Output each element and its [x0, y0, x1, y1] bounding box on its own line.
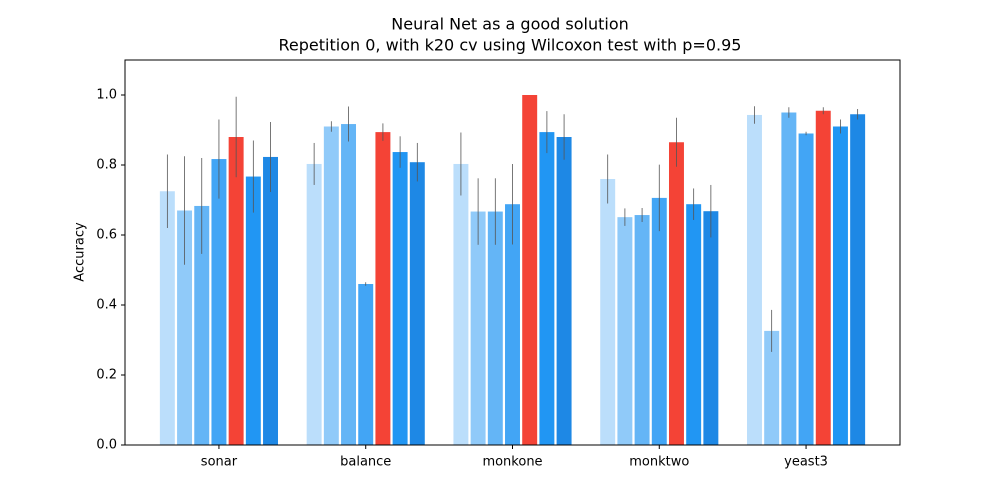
bar — [323, 126, 339, 445]
bar — [651, 197, 667, 445]
bar — [815, 110, 831, 445]
bar — [746, 114, 762, 445]
bar — [453, 163, 469, 445]
bar — [409, 162, 425, 445]
bar — [781, 112, 797, 445]
bar — [159, 191, 175, 445]
bar — [245, 176, 261, 446]
bar — [177, 210, 193, 445]
bar — [668, 142, 684, 445]
bar — [634, 215, 650, 445]
bar — [306, 163, 322, 445]
bar — [263, 156, 279, 445]
bar — [798, 133, 814, 445]
bar — [539, 132, 555, 445]
y-tick-label: 0.4 — [96, 298, 117, 313]
y-tick-label: 0.6 — [96, 228, 117, 243]
bar — [505, 204, 520, 445]
chart-subtitle: Repetition 0, with k20 cv using Wilcoxon… — [279, 36, 742, 55]
bar — [194, 205, 210, 445]
chart-title: Neural Net as a good solution — [391, 15, 629, 34]
y-axis-label: Accuracy — [73, 222, 88, 282]
bar — [375, 132, 391, 445]
bar — [703, 211, 719, 445]
x-tick-label: monktwo — [629, 455, 689, 470]
bar — [341, 124, 357, 446]
x-tick-label: yeast3 — [784, 455, 828, 470]
bar — [470, 211, 486, 445]
y-tick-label: 0.8 — [96, 158, 117, 173]
bar — [358, 284, 374, 445]
bar — [617, 217, 633, 445]
bar — [522, 95, 538, 445]
y-tick-label: 0.0 — [96, 438, 117, 453]
bar — [392, 152, 408, 446]
bar — [228, 137, 244, 445]
bar — [211, 159, 227, 446]
y-tick-label: 0.2 — [96, 368, 117, 383]
bar — [686, 204, 702, 445]
x-tick-label: monkone — [482, 455, 542, 470]
bar — [487, 211, 503, 445]
bar — [764, 330, 780, 445]
y-tick-label: 1.0 — [96, 88, 117, 103]
plot-frame — [124, 59, 901, 446]
bar — [556, 137, 572, 445]
bar — [850, 114, 866, 445]
bar — [600, 179, 616, 445]
x-tick-label: balance — [340, 455, 391, 470]
bar — [832, 126, 848, 445]
x-tick-label: sonar — [201, 455, 238, 470]
